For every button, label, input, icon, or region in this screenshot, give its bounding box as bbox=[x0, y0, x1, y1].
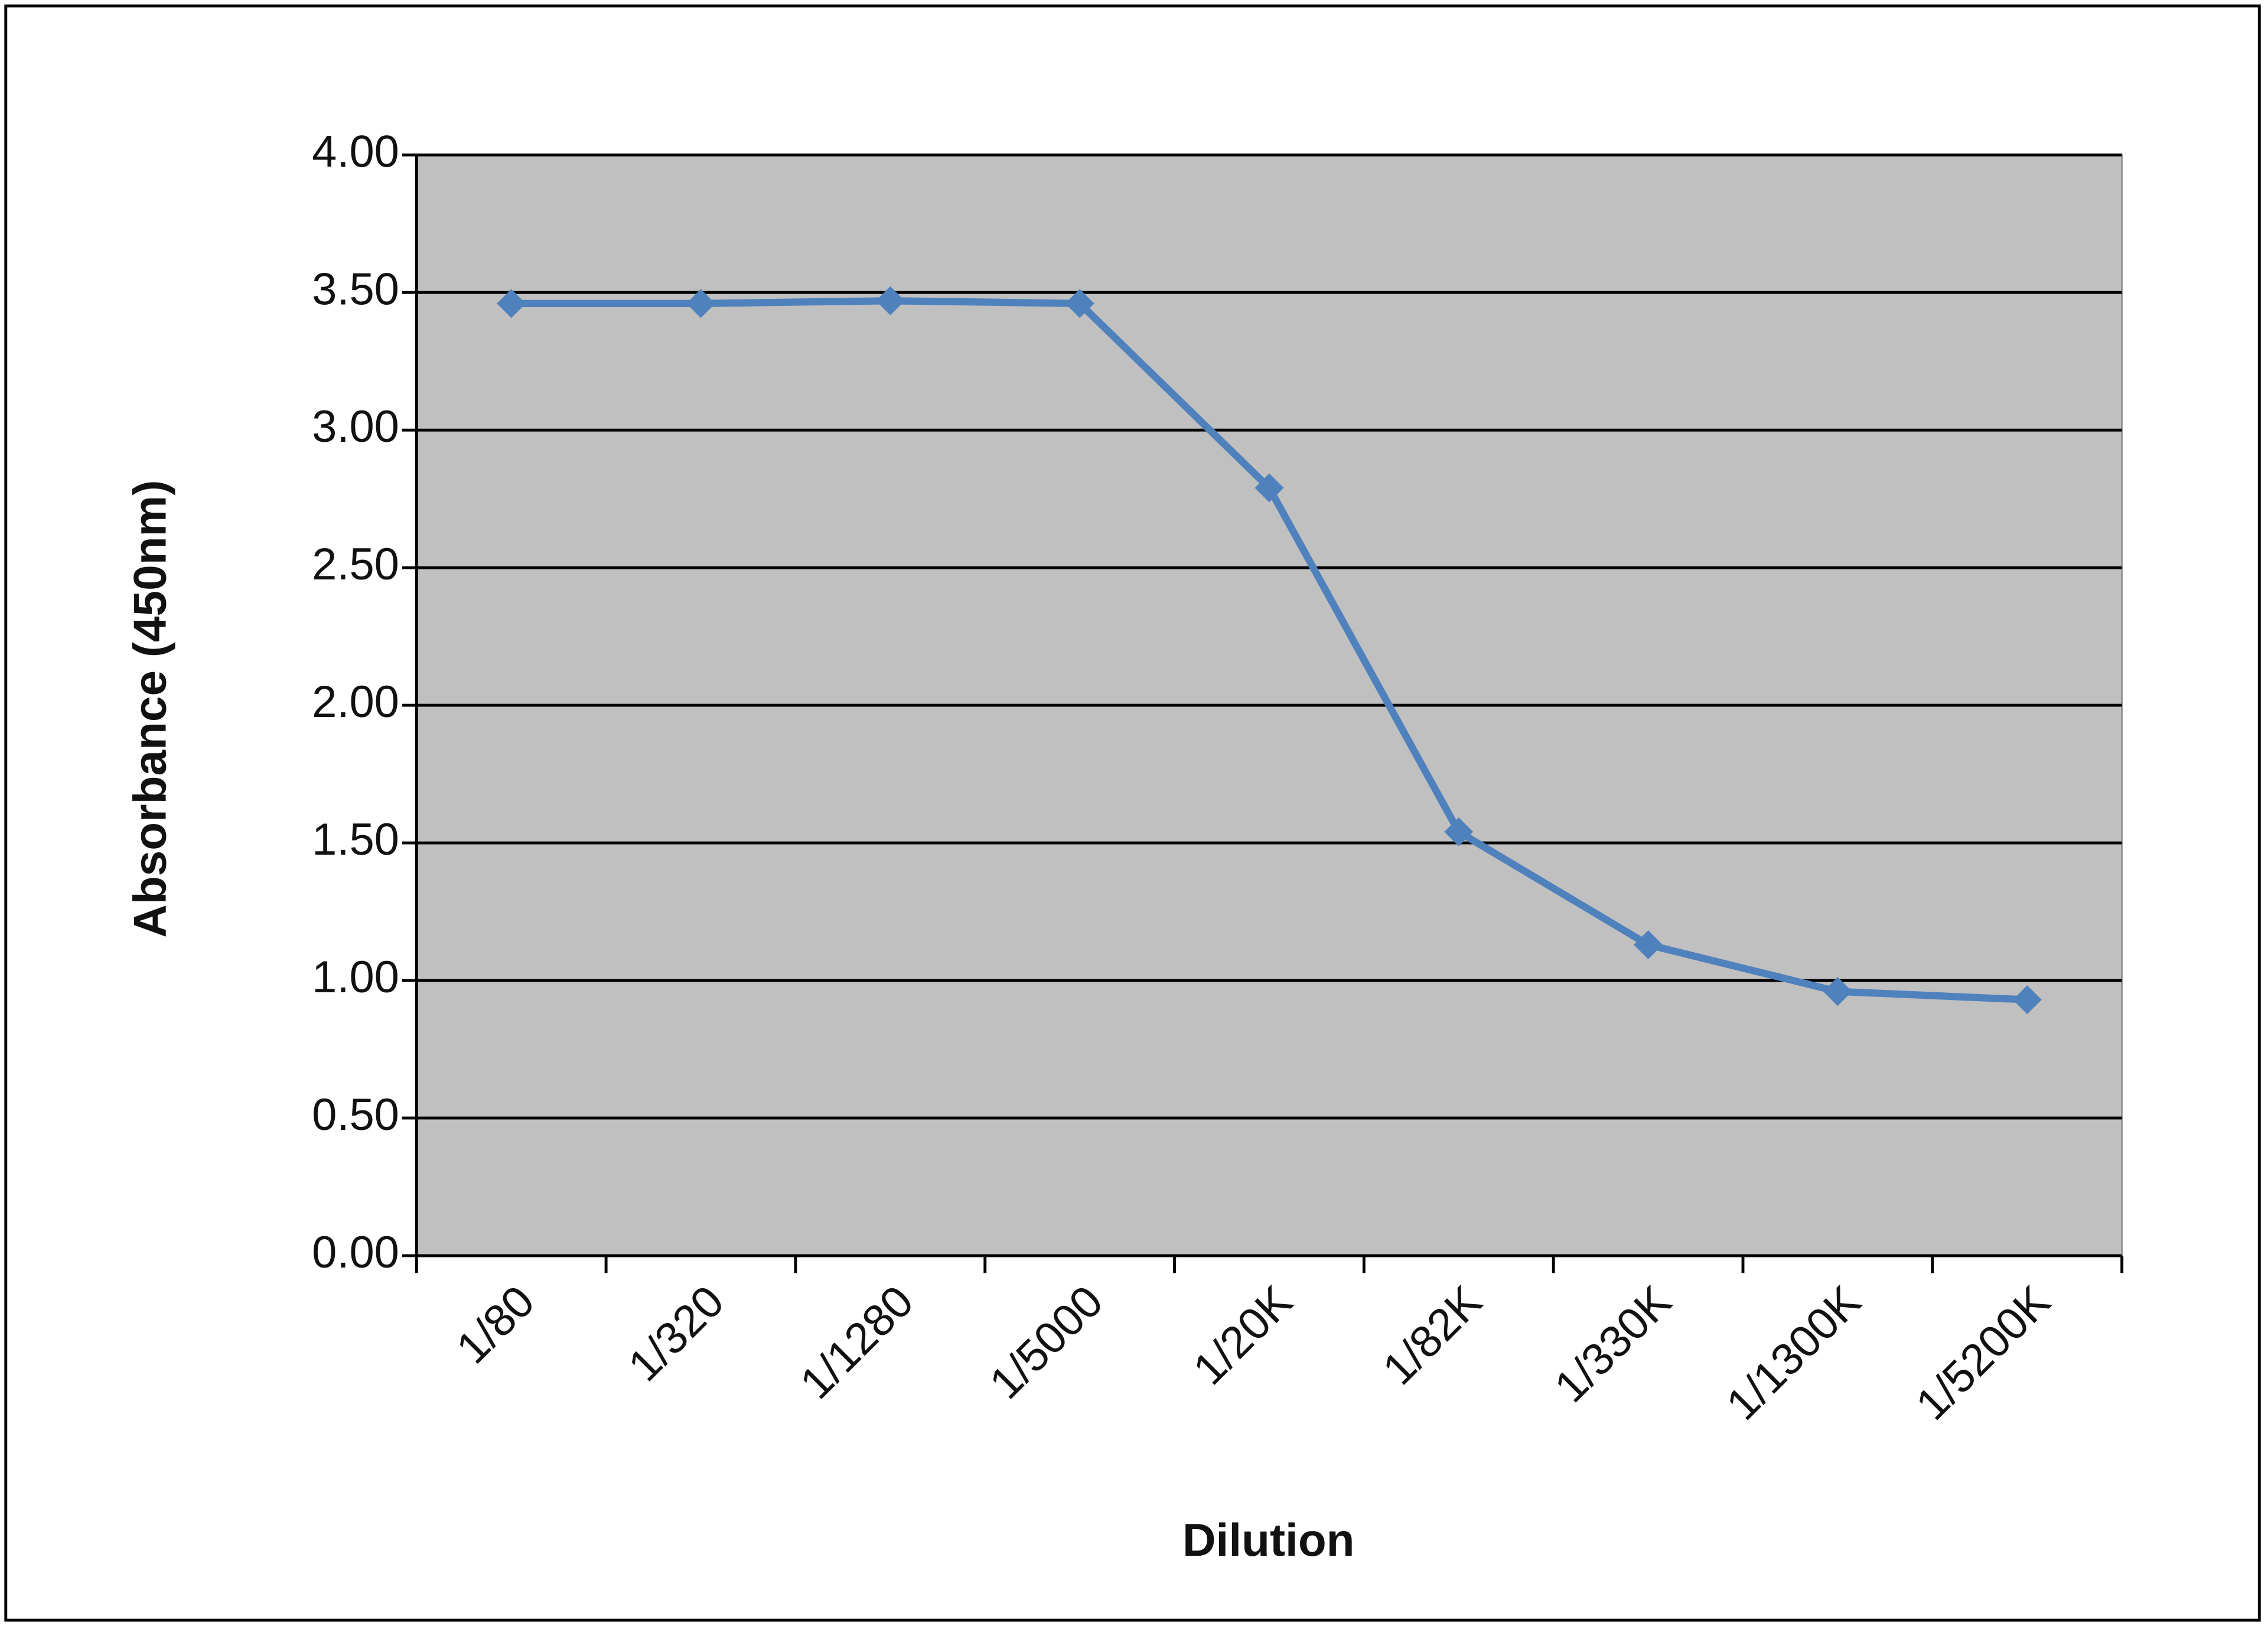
y-tick-label: 0.00 bbox=[312, 1227, 399, 1278]
y-tick-label: 4.00 bbox=[312, 126, 399, 177]
data-marker bbox=[2012, 985, 2042, 1015]
y-tick-label: 3.00 bbox=[312, 402, 399, 452]
y-tick-label: 1.50 bbox=[312, 814, 399, 865]
data-marker bbox=[1444, 817, 1474, 846]
y-tick-label: 1.00 bbox=[312, 952, 399, 1002]
x-axis-title: Dilution bbox=[1182, 1514, 1355, 1566]
y-axis-title: Absorbance (450nm) bbox=[123, 480, 175, 938]
data-marker bbox=[1065, 289, 1094, 318]
y-tick-label: 2.00 bbox=[312, 677, 399, 727]
y-tick-label: 0.50 bbox=[312, 1090, 399, 1140]
y-tick-label: 3.50 bbox=[312, 264, 399, 314]
y-tick-label: 2.50 bbox=[312, 539, 399, 589]
data-marker bbox=[686, 289, 716, 318]
data-marker bbox=[1823, 977, 1852, 1006]
